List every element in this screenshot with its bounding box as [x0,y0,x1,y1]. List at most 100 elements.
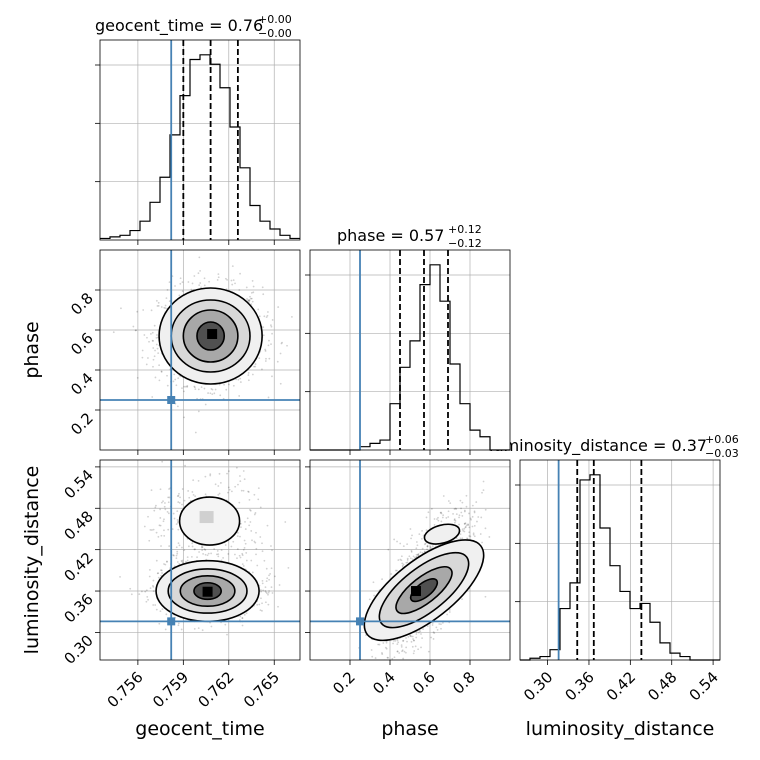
scatter-point [194,548,196,551]
scatter-point [477,516,480,518]
scatter-point [238,554,241,557]
scatter-point [179,277,182,280]
scatter-point [232,279,235,282]
scatter-point [180,628,183,631]
scatter-point [238,289,241,291]
scatter-point [163,518,165,521]
scatter-point [156,347,159,350]
scatter-point [187,490,190,492]
scatter-point [411,534,413,537]
scatter-panel-phase-luminosity_distance-border [309,459,511,661]
plot-layer: 0.756 0.759 0.762 0.765 0.2 0.4 0.6 0.8 0.30 0.36… [60,39,722,711]
scatter-point [197,272,200,275]
scatter-point [431,624,434,626]
hist-panel-phase [305,249,511,455]
scatter-point [438,623,441,625]
scatter-point [452,513,454,515]
scatter-point [203,387,206,390]
scatter-point [204,549,207,551]
scatter-point [410,640,413,643]
scatter-point [172,554,175,556]
scatter-point [480,516,483,519]
scatter-point [465,524,468,527]
scatter-point [245,612,248,615]
scatter-point [218,492,221,495]
scatter-point [186,385,189,388]
scatter-point [152,528,155,531]
scatter-point [144,590,147,593]
scatter-point [420,646,422,649]
scatter-point [464,522,467,525]
scatter-point [454,519,457,522]
title-geocent-time: geocent_time = 0.76 +0.00 −0.00 [95,13,292,40]
scatter-point [405,561,408,564]
scatter-panel-geocent_time-luminosity_distance-bg [100,460,300,660]
scatter-point [239,377,242,380]
scatter-point [252,285,255,288]
scatter-point [378,643,381,646]
scatter-point [264,350,267,352]
scatter-point [239,556,242,559]
scatter-point [241,624,244,627]
scatter-point [374,657,377,659]
scatter-point [200,286,202,289]
scatter-point [178,544,181,547]
scatter-point [187,281,190,283]
scatter-point [220,559,223,562]
scatter-panel-geocent_time-luminosity_distance [95,459,301,665]
scatter-point [194,388,197,390]
scatter-point [254,512,257,514]
scatter-point [271,549,273,552]
scatter-point [150,333,152,335]
scatter-point [390,573,393,575]
scatter-point [157,352,160,355]
scatter-point [184,464,186,467]
scatter-point [172,380,175,383]
scatter-point [203,284,206,287]
hist-panel-geocent_time-border [99,39,301,241]
scatter-point [447,510,450,513]
scatter-point [261,550,264,553]
scatter-point [174,378,177,381]
scatter-point [157,535,160,538]
scatter-point [277,306,280,308]
scatter-point [261,582,264,585]
scatter-point [177,542,180,545]
scatter-point [166,374,168,377]
scatter-point [481,491,483,494]
scatter-point [264,348,267,351]
scatter-point [399,558,402,561]
scatter-point [266,314,269,317]
scatter-point [213,392,216,395]
scatter-point [404,651,407,654]
scatter-point [458,514,461,517]
scatter-point [149,529,152,531]
scatter-point [119,575,121,578]
scatter-point [430,636,433,639]
scatter-point [176,552,179,555]
scatter-point [143,334,146,336]
xtick-label-luminosity_distance-4: 0.54 [686,668,722,704]
scatter-point [194,431,197,434]
truth-marker [167,396,176,404]
scatter-point [484,508,487,511]
scatter-point [408,555,411,558]
scatter-point [148,575,151,578]
scatter-point [168,488,170,490]
title-phase-lower: −0.12 [448,237,482,250]
scatter-point [370,649,373,651]
density-peak-cell [411,586,421,597]
scatter-point [268,339,270,342]
scatter-point [219,481,222,484]
scatter-point [446,613,449,616]
title-luminosity-distance-upper: +0.06 [705,433,739,446]
scatter-point [242,548,245,551]
scatter-point [177,528,180,531]
scatter-point [425,516,428,519]
scatter-point [262,334,265,337]
scatter-point [152,579,155,582]
scatter-point [271,375,273,378]
scatter-point [392,639,395,642]
scatter-point [261,609,263,612]
scatter-point [463,523,466,525]
